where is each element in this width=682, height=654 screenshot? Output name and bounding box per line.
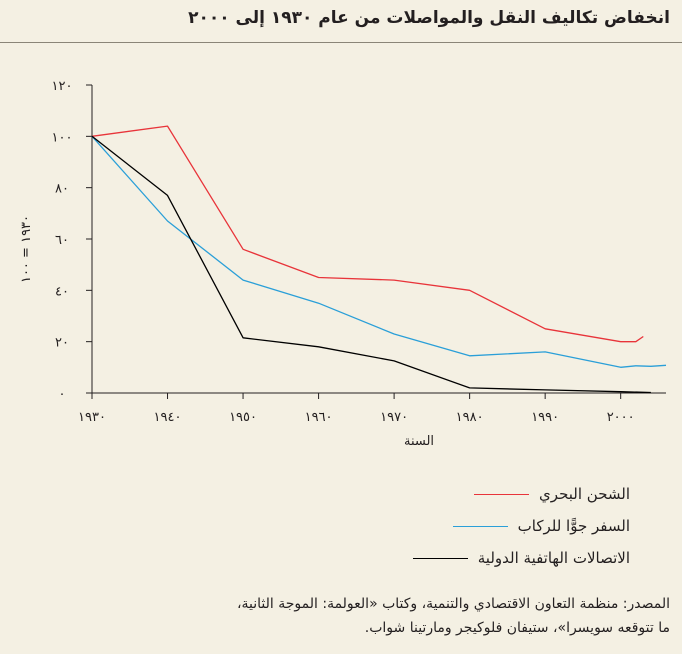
axes: [86, 84, 666, 399]
y-tick-label: ٤٠: [55, 284, 69, 299]
legend-item-phone-calls: الاتصالات الهاتفية الدولية: [412, 542, 630, 574]
y-tick-label: ١٠٠: [52, 130, 73, 145]
x-tick-label: ١٩٦٠: [305, 410, 333, 425]
line-chart: ٠ ٢٠ ٤٠ ٦٠ ٨٠ ١٠٠ ١٢٠ ١٩٣٠ ١٩٤٠ ١٩٥٠ ١٩٦٠ ١٩٧٠ ١٩٨٠ ١…: [19, 79, 667, 449]
y-axis-title: ١٩٣٠ = ١٠٠: [19, 215, 34, 283]
legend-item-air-travel: السفر جوًّا للركاب: [413, 510, 630, 542]
series-line-0: [91, 125, 644, 343]
x-tick-label: ١٩٥٠: [229, 410, 257, 425]
x-tick-label: ٢٠٠٠: [607, 410, 635, 425]
x-tick-label: ١٩٣٠: [78, 410, 106, 425]
legend-label: الشحن البحري: [539, 485, 630, 503]
legend-swatch: [412, 557, 468, 559]
title-divider: [0, 42, 682, 43]
x-axis-title: السنة: [404, 434, 434, 449]
x-tick-label: ١٩٨٠: [456, 410, 484, 425]
source-line-2: ما تتوقعه سويسرا»، ستيفان فلوكيجر ومارتي…: [364, 620, 670, 636]
series-lines: [91, 125, 667, 394]
tick-labels: ٠ ٢٠ ٤٠ ٦٠ ٨٠ ١٠٠ ١٢٠ ١٩٣٠ ١٩٤٠ ١٩٥٠ ١٩٦٠ ١٩٧٠ ١٩٨٠ ١…: [52, 79, 635, 425]
x-tick-label: ١٩٩٠: [531, 410, 559, 425]
legend-label: الاتصالات الهاتفية الدولية: [477, 549, 630, 567]
y-tick-label: ٢٠: [55, 336, 69, 351]
x-tick-label: ١٩٤٠: [154, 410, 182, 425]
series-line-1: [91, 135, 667, 368]
legend-swatch: [452, 525, 508, 527]
y-tick-label: ٨٠: [55, 182, 69, 197]
y-tick-label: ١٢٠: [52, 79, 73, 94]
legend-label: السفر جوًّا للركاب: [517, 517, 630, 535]
series-line-2: [91, 135, 651, 394]
y-tick-label: ٠: [59, 387, 66, 402]
legend: الشحن البحري السفر جوًّا للركاب الاتصالا…: [412, 478, 630, 574]
source-note: المصدر: منظمة التعاون الاقتصادي والتنمية…: [12, 592, 670, 640]
source-line-1: المصدر: منظمة التعاون الاقتصادي والتنمية…: [237, 596, 670, 612]
chart-title: انخفاض تكاليف النقل والمواصلات من عام ١٩…: [188, 8, 670, 28]
legend-item-sea-freight: الشحن البحري: [413, 478, 630, 510]
legend-swatch: [474, 493, 530, 495]
y-tick-label: ٦٠: [55, 233, 69, 248]
x-tick-label: ١٩٧٠: [380, 410, 408, 425]
